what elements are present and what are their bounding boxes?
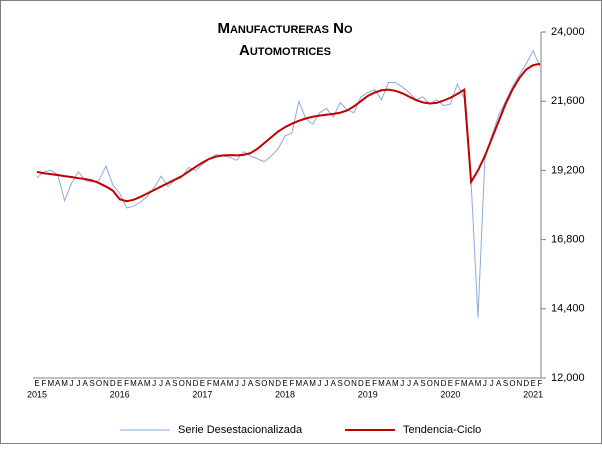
x-tick-label: E: [200, 379, 205, 388]
x-tick-label: J: [490, 379, 494, 388]
x-tick-label: M: [475, 379, 482, 388]
x-tick-label: S: [420, 379, 425, 388]
title-box: Manufactureras No Automotrices: [217, 20, 353, 59]
x-tick-label: E: [117, 379, 122, 388]
x-tick-label: E: [530, 379, 535, 388]
x-tick-label: A: [55, 379, 61, 388]
x-tick-label: M: [378, 379, 385, 388]
x-tick-label: N: [103, 379, 109, 388]
x-tick-label: A: [248, 379, 254, 388]
x-tick-label: A: [138, 379, 144, 388]
x-tick-label: J: [159, 379, 163, 388]
x-tick-label: A: [331, 379, 337, 388]
x-tick-label: M: [309, 379, 316, 388]
x-tick-label: O: [96, 379, 102, 388]
year-label: 2016: [110, 389, 130, 399]
x-tick-label: J: [152, 379, 156, 388]
x-tick-label: A: [468, 379, 474, 388]
x-tick-label: O: [261, 379, 267, 388]
x-tick-label: J: [69, 379, 73, 388]
x-tick-label: S: [255, 379, 260, 388]
x-tick-label: D: [110, 379, 116, 388]
x-tick-label: A: [83, 379, 89, 388]
x-tick-label: F: [289, 379, 294, 388]
x-tick-label: A: [220, 379, 226, 388]
x-tick-label: O: [509, 379, 515, 388]
y-tick-label: 24,000: [551, 26, 585, 38]
year-label: 2015: [27, 389, 47, 399]
legend-label: Tendencia-Ciclo: [403, 424, 481, 436]
x-tick-label: J: [242, 379, 246, 388]
x-tick-label: F: [207, 379, 212, 388]
x-tick-label: D: [275, 379, 281, 388]
x-tick-label: F: [41, 379, 46, 388]
series-line: [36, 62, 541, 203]
x-tick-label: F: [538, 379, 543, 388]
x-tick-label: S: [89, 379, 94, 388]
x-tick-label: N: [186, 379, 192, 388]
x-tick-label: M: [227, 379, 234, 388]
year-label: 2019: [358, 389, 378, 399]
series-line: [36, 49, 541, 318]
legend-label: Serie Desestacionalizada: [178, 424, 303, 436]
x-tick-label: N: [516, 379, 522, 388]
x-tick-label: D: [358, 379, 364, 388]
x-tick-label: J: [483, 379, 487, 388]
x-tick-label: A: [496, 379, 502, 388]
x-tick-label: M: [61, 379, 68, 388]
x-tick-label: J: [407, 379, 411, 388]
y-tick-label: 12,000: [551, 372, 585, 384]
x-tick-label: M: [392, 379, 399, 388]
x-tick-label: M: [144, 379, 151, 388]
x-tick-label: N: [268, 379, 274, 388]
x-tick-label: F: [455, 379, 460, 388]
x-tick-label: S: [338, 379, 343, 388]
x-tick-label: A: [165, 379, 171, 388]
y-tick-label: 14,400: [551, 303, 585, 315]
x-tick-label: J: [76, 379, 80, 388]
y-tick-label: 21,600: [551, 95, 585, 107]
x-tick-label: M: [295, 379, 302, 388]
x-tick-label: D: [193, 379, 199, 388]
y-tick-label: 19,200: [551, 164, 585, 176]
chart-title: Manufactureras No Automotrices: [217, 20, 353, 59]
y-tick-label: 16,800: [551, 234, 585, 246]
x-tick-label: E: [34, 379, 39, 388]
x-tick-label: E: [448, 379, 453, 388]
x-tick-label: O: [427, 379, 433, 388]
x-tick-label: J: [318, 379, 322, 388]
x-tick-label: E: [282, 379, 287, 388]
x-tick-label: O: [179, 379, 185, 388]
x-tick-label: A: [303, 379, 309, 388]
year-label: 2021: [523, 389, 543, 399]
x-tick-label: S: [172, 379, 177, 388]
x-tick-label: J: [324, 379, 328, 388]
x-tick-label: O: [344, 379, 350, 388]
x-tick-label: D: [441, 379, 447, 388]
x-tick-label: E: [365, 379, 370, 388]
year-label: 2018: [275, 389, 295, 399]
x-tick-label: F: [124, 379, 129, 388]
x-tick-label: N: [351, 379, 357, 388]
x-tick-label: M: [130, 379, 137, 388]
x-tick-label: F: [372, 379, 377, 388]
x-tick-label: J: [235, 379, 239, 388]
x-tick-label: M: [213, 379, 220, 388]
year-label: 2020: [440, 389, 460, 399]
x-tick-label: A: [386, 379, 392, 388]
x-tick-label: A: [413, 379, 419, 388]
x-tick-label: J: [400, 379, 404, 388]
year-label: 2017: [192, 389, 212, 399]
x-tick-label: S: [503, 379, 508, 388]
x-tick-label: M: [461, 379, 468, 388]
x-tick-label: N: [434, 379, 440, 388]
x-tick-label: D: [523, 379, 529, 388]
x-tick-label: M: [47, 379, 54, 388]
